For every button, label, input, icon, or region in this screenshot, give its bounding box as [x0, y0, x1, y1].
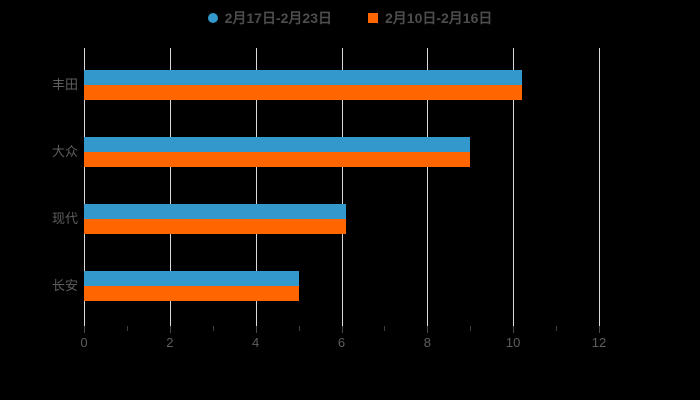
- y-axis-label-2: 现代: [51, 211, 78, 226]
- x-tick-label-12: 12: [591, 335, 607, 350]
- y-axis-label-0: 丰田: [51, 77, 78, 92]
- x-axis: 0 2 4 6 8 10 12: [80, 326, 606, 356]
- chart-legend: 2月17日-2月23日 2月10日-2月16日: [0, 6, 700, 30]
- x-tick-8: [427, 326, 429, 333]
- x-tick-label-0: 0: [80, 335, 88, 350]
- bar[interactable]: [84, 271, 299, 286]
- x-minor-tick-1: [126, 326, 128, 331]
- x-tick-6: [341, 326, 343, 333]
- bar[interactable]: [84, 286, 299, 301]
- x-tick-12: [599, 326, 600, 333]
- x-tick-2: [169, 326, 171, 333]
- x-tick-label-4: 4: [252, 335, 260, 350]
- gridline-x-2: [169, 48, 171, 326]
- x-tick-0: [84, 326, 85, 333]
- plot-area: [84, 48, 600, 326]
- gridline-x-12: [599, 48, 600, 326]
- bar[interactable]: [84, 219, 346, 234]
- legend-label-series-2: 2月10日-2月16日: [385, 10, 493, 26]
- gridline-x-8: [427, 48, 429, 326]
- gridline-x-6: [341, 48, 343, 326]
- legend-item-series-2[interactable]: 2月10日-2月16日: [368, 8, 492, 28]
- x-minor-tick-7: [384, 326, 386, 331]
- x-minor-tick-9: [470, 326, 472, 331]
- x-tick-label-10: 10: [505, 335, 521, 350]
- bar[interactable]: [84, 137, 471, 152]
- x-tick-label-6: 6: [337, 335, 346, 350]
- y-axis-category-labels: 丰田 大众 现代 长安: [0, 48, 78, 326]
- x-tick-4: [255, 326, 257, 333]
- gridline-x-0: [84, 48, 85, 326]
- x-minor-tick-11: [556, 326, 558, 331]
- y-axis-label-1: 大众: [51, 144, 78, 159]
- x-tick-label-8: 8: [423, 335, 431, 350]
- x-tick-10: [513, 326, 515, 333]
- bar[interactable]: [84, 70, 522, 85]
- gridline-x-4: [255, 48, 257, 326]
- bar[interactable]: [84, 204, 346, 219]
- legend-marker-circle-icon: [207, 13, 218, 23]
- legend-item-series-1[interactable]: 2月17日-2月23日: [207, 8, 332, 28]
- x-minor-tick-5: [298, 326, 300, 331]
- legend-marker-square-icon: [368, 13, 378, 23]
- gridline-x-10: [513, 48, 515, 326]
- bar[interactable]: [84, 85, 522, 100]
- y-axis-label-3: 长安: [51, 278, 78, 293]
- x-minor-tick-3: [212, 326, 214, 331]
- legend-label-series-1: 2月17日-2月23日: [224, 10, 332, 26]
- x-tick-label-2: 2: [166, 335, 174, 350]
- bar[interactable]: [84, 152, 471, 167]
